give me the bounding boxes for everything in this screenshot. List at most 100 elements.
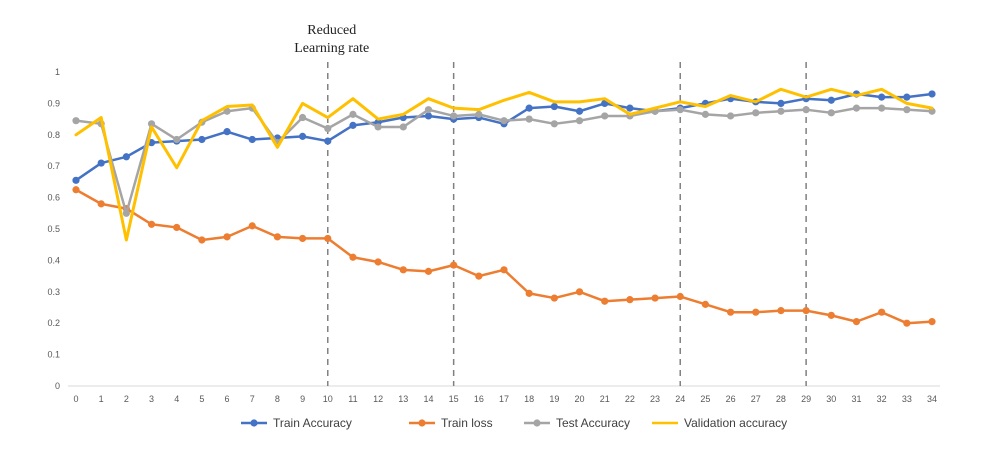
axes-layer: 00.10.20.30.40.50.60.70.80.910 1 2 3 4 5 6 7 8 9 1… [47, 67, 940, 404]
legend-swatch-marker [533, 419, 541, 427]
x-tick-label: 23 [650, 394, 660, 404]
y-tick-label: 0.5 [47, 224, 60, 234]
data-point [399, 266, 407, 274]
legend-swatch-marker [418, 419, 426, 427]
series-train-accuracy [72, 90, 936, 184]
data-point [475, 272, 483, 280]
data-point [147, 120, 156, 128]
data-point [827, 109, 835, 117]
x-tick-label: 7 [250, 394, 255, 404]
x-tick-label: 10 [323, 394, 333, 404]
data-point [827, 96, 835, 104]
data-point [273, 233, 282, 241]
x-tick-label: 8 [275, 394, 280, 404]
x-tick-label: 30 [826, 394, 836, 404]
series-train-loss [72, 186, 936, 327]
data-point [223, 128, 231, 136]
x-tick-label: 25 [700, 394, 710, 404]
x-tick-label: 28 [776, 394, 786, 404]
data-point [827, 311, 835, 319]
data-point [802, 307, 810, 315]
legend-label: Train Accuracy [273, 416, 352, 430]
data-point [928, 318, 936, 326]
legend-label: Validation accuracy [684, 416, 787, 430]
data-point [122, 153, 130, 161]
x-tick-label: 3 [149, 394, 154, 404]
data-point [550, 294, 558, 302]
legend-item: Train Accuracy [241, 416, 352, 430]
data-point [223, 233, 231, 241]
x-tick-label: 34 [927, 394, 937, 404]
data-point [651, 294, 659, 302]
data-point [802, 106, 810, 114]
data-point [248, 135, 256, 144]
data-point [726, 112, 735, 120]
data-point [72, 117, 80, 125]
x-tick-label: 13 [398, 394, 408, 404]
series-line [74, 188, 934, 325]
data-point [928, 90, 936, 98]
data-point [852, 318, 861, 326]
data-point [676, 292, 684, 301]
x-tick-label: 31 [851, 394, 861, 404]
data-point [752, 109, 760, 117]
x-tick-label: 20 [575, 394, 585, 404]
x-tick-label: 17 [499, 394, 509, 404]
data-point [878, 104, 886, 112]
data-point [450, 112, 458, 120]
legend-item: Train loss [409, 416, 493, 430]
reference-lines [327, 62, 807, 386]
legend-label: Train loss [441, 416, 493, 430]
data-point [601, 112, 609, 120]
legend-item: Test Accuracy [524, 416, 630, 430]
data-point [349, 110, 357, 118]
x-tick-label: 0 [73, 394, 78, 404]
x-tick-label: 11 [348, 394, 357, 404]
data-point [878, 93, 886, 101]
series-test-accuracy [72, 104, 936, 217]
data-point [298, 234, 307, 243]
data-point [550, 102, 558, 111]
data-point [575, 117, 584, 125]
data-point [173, 135, 181, 144]
data-point [147, 220, 156, 228]
x-tick-label: 18 [524, 394, 534, 404]
x-tick-label: 26 [726, 394, 736, 404]
annotation-layer: Reduced Learning rate [294, 23, 369, 56]
data-point [701, 110, 710, 118]
series-line [74, 87, 934, 242]
data-point [601, 297, 609, 305]
data-point [223, 107, 231, 115]
x-tick-label: 14 [423, 394, 433, 404]
x-tick-label: 12 [373, 394, 383, 404]
data-point [575, 288, 584, 296]
legend-item: Validation accuracy [652, 416, 787, 430]
data-point [903, 319, 911, 327]
data-point [349, 121, 357, 129]
x-tick-label: 1 [99, 394, 104, 404]
data-point [500, 117, 508, 125]
data-point [198, 236, 206, 244]
data-point [324, 234, 332, 243]
data-point [424, 112, 433, 120]
x-tick-label: 19 [549, 394, 559, 404]
x-tick-label: 33 [902, 394, 912, 404]
data-point [122, 209, 130, 217]
data-point [374, 258, 382, 266]
legend-label: Test Accuracy [556, 416, 630, 430]
y-tick-label: 0.7 [47, 161, 60, 171]
y-tick-label: 0.8 [47, 130, 60, 140]
y-tick-label: 0.2 [47, 318, 60, 328]
x-tick-label: 32 [877, 394, 887, 404]
data-point [676, 106, 684, 114]
x-tick-label: 6 [225, 394, 230, 404]
data-point [550, 120, 558, 128]
data-point [878, 308, 886, 316]
x-tick-label: 2 [124, 394, 129, 404]
data-point [97, 200, 105, 208]
data-point [626, 296, 634, 304]
data-point [72, 186, 80, 194]
x-tick-label: 29 [801, 394, 811, 404]
